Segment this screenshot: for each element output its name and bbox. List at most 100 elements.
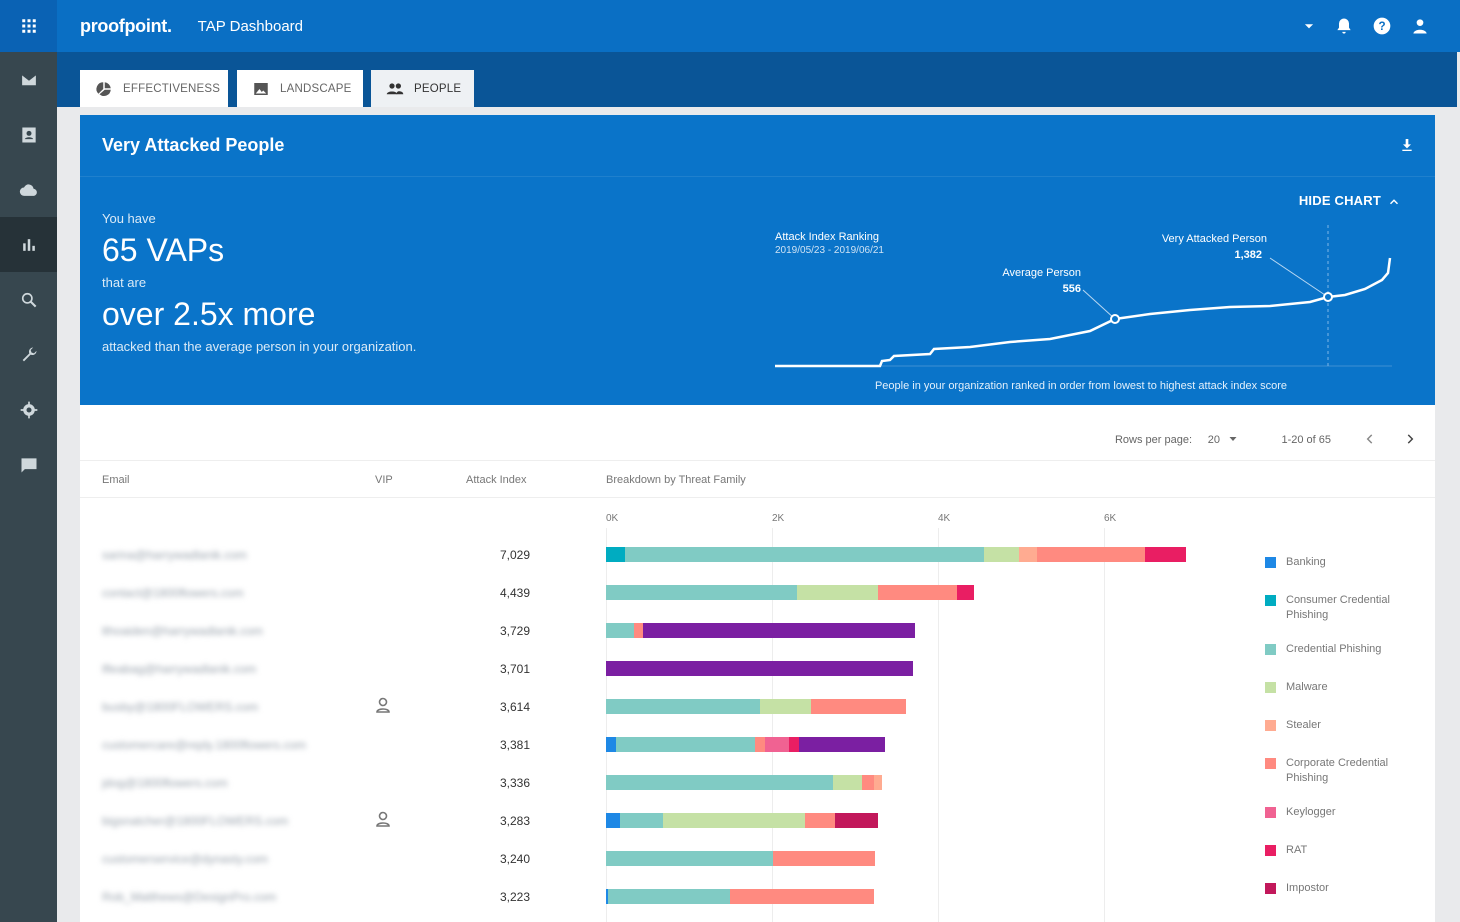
user-icon[interactable] [1410,16,1430,36]
row-email: busby@1800FLOWERS.com [102,700,259,714]
bar-segment [608,889,731,904]
nav-dashboard[interactable] [0,217,57,272]
attack-index-ranking-chart: Attack Index Ranking 2019/05/23 - 2019/0… [775,225,1392,392]
threat-breakdown-bar[interactable] [606,547,1187,562]
help-icon[interactable]: ? [1372,16,1392,36]
table-row[interactable]: bigsnatcher@1800FLOWERS.com 3,283 [80,802,1240,840]
threat-breakdown-bar[interactable] [606,699,906,714]
table-row[interactable]: customercare@reply.1800flowers.com 3,381 [80,726,1240,764]
bar-segment [759,699,811,714]
legend-swatch [1265,595,1276,606]
hide-chart-button[interactable]: HIDE CHART [1298,193,1381,208]
nav-messages-2[interactable] [0,437,57,492]
ranking-curve [775,257,1392,368]
chevron-down-icon[interactable] [1302,19,1316,33]
gridline [606,528,607,922]
threat-breakdown-bar[interactable] [606,813,879,828]
avg-person-value: 556 [1063,283,1081,295]
table-row[interactable]: jdog@1800flowers.com 3,336 [80,764,1240,802]
page-range: 1-20 of 65 [1281,434,1331,446]
apps-button[interactable] [0,0,57,52]
axis-tick-label: 4K [938,513,951,524]
col-breakdown: Breakdown by Threat Family [606,474,746,486]
nav-people[interactable] [0,107,57,162]
row-email: customerservice@dynasty.com [102,852,269,866]
row-attack-index: 3,223 [499,890,530,904]
tab-people[interactable]: PEOPLE [371,70,474,107]
legend-swatch [1265,758,1276,769]
vap-value: 1,382 [1234,249,1262,261]
threat-breakdown-bar[interactable] [606,737,885,752]
bell-icon[interactable] [1334,16,1354,36]
search-icon [21,292,36,307]
download-icon[interactable] [1399,137,1415,153]
table-row[interactable]: sarina@harrywadlanik.com 7,029 [80,536,1240,574]
bar-segment [765,737,789,752]
chevron-up-icon[interactable] [1387,195,1401,209]
legend-swatch [1265,845,1276,856]
bar-segment [615,737,755,752]
threat-breakdown-bar[interactable] [606,661,914,676]
vap-card: Very Attacked People HIDE CHART You have… [80,115,1435,922]
row-email: lfleabag@harrywadlanik.com [102,662,257,676]
tab-label: EFFECTIVENESS [123,82,221,95]
nav-settings[interactable] [0,382,57,437]
vap-count: 65 VAPs [102,232,225,268]
summary-tail: attacked than the average person in your… [102,339,417,354]
legend-swatch [1265,883,1276,894]
col-email[interactable]: Email [102,474,130,486]
image-icon [254,82,268,95]
next-page-icon[interactable] [1403,432,1417,446]
ranking-chart-dates: 2019/05/23 - 2019/06/21 [775,245,884,256]
bar-segment [1036,547,1145,562]
bar-segment [606,585,797,600]
bar-segment [606,623,635,638]
nav-search[interactable] [0,272,57,327]
top-bar: proofpoint. TAP Dashboard ? [57,0,1460,52]
summary-intro: You have [102,211,156,226]
threat-breakdown-bar[interactable] [606,889,875,904]
row-attack-index: 3,614 [499,700,530,714]
table-row[interactable]: customerservice@dynasty.com 3,240 [80,840,1240,878]
threat-breakdown-bar[interactable] [606,585,974,600]
nav-cloud[interactable] [0,162,57,217]
tab-effectiveness[interactable]: EFFECTIVENESS [80,70,228,107]
threat-breakdown-bar[interactable] [606,851,875,866]
table-row[interactable]: busby@1800FLOWERS.com 3,614 [80,688,1240,726]
row-email: contact@1800flowers.com [102,586,244,600]
dropdown-arrow-icon[interactable] [1227,433,1239,445]
row-email: Rob_Matthews@DesignPro.com [102,890,277,904]
table-row[interactable]: Rob_Matthews@DesignPro.com 3,223 [80,878,1240,916]
table-row[interactable]: lfleabag@harrywadlanik.com 3,701 [80,650,1240,688]
rows-per-page-select[interactable]: 20 [1207,434,1220,446]
col-vip[interactable]: VIP [375,474,393,486]
nav-messages[interactable] [0,52,57,107]
tab-landscape[interactable]: LANDSCAPE [237,70,363,107]
table-row[interactable]: contact@1800flowers.com 4,439 [80,574,1240,612]
message-icon [21,457,36,472]
bar-segment [957,585,974,600]
legend-label: Keylogger [1286,806,1336,818]
people-icon [386,82,404,94]
legend-label: Consumer Credential Phishing [1286,594,1390,621]
row-email: sarina@harrywadlanik.com [102,548,247,562]
ranking-chart-caption: People in your organization ranked in or… [875,380,1287,392]
legend-label: Impostor [1286,882,1329,894]
bar-segment [663,813,806,828]
tab-bar: EFFECTIVENESS LANDSCAPE PEOPLE [57,52,1457,107]
bar-segment [606,889,609,904]
bar-segment [788,737,800,752]
cloud-icon [19,183,37,196]
gridline [772,528,773,922]
row-attack-index: 4,439 [499,586,530,600]
col-attack-index[interactable]: Attack Index [466,474,527,486]
prev-page-icon[interactable] [1363,432,1377,446]
summary-that-are: that are [102,275,147,290]
nav-tools[interactable] [0,327,57,382]
row-email: lthoaiden@harrywadlanik.com [102,624,263,638]
table-row[interactable]: lthoaiden@harrywadlanik.com 3,729 [80,612,1240,650]
threat-breakdown-bar[interactable] [606,775,883,790]
bar-segment [606,775,834,790]
threat-breakdown-bar[interactable] [606,623,915,638]
bar-segment [606,547,626,562]
